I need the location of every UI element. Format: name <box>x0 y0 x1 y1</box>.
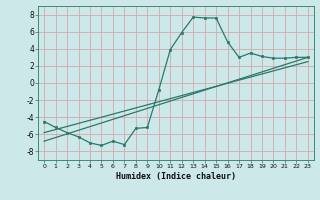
X-axis label: Humidex (Indice chaleur): Humidex (Indice chaleur) <box>116 172 236 181</box>
